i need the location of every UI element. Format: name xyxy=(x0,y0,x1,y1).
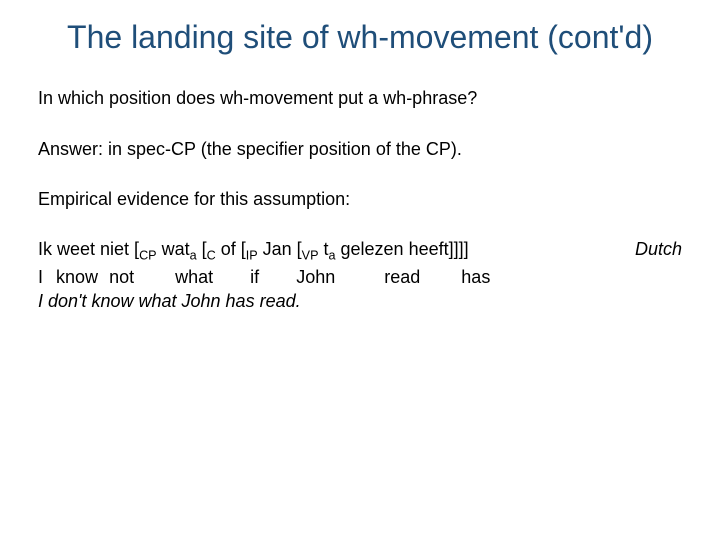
gloss-w8: has xyxy=(461,265,490,289)
gloss-w6: John xyxy=(296,265,335,289)
gloss-w5: if xyxy=(250,265,259,289)
example-lines: Ik weet niet [CP wata [C of [IP Jan [VP … xyxy=(38,237,607,313)
gloss-w7: read xyxy=(384,265,420,289)
c-subscript: C xyxy=(207,249,216,263)
src-tail: gelezen heeft]]]] xyxy=(336,239,469,259)
src-wat: wat xyxy=(157,239,190,259)
example-gloss-line: I know not what if John read has xyxy=(38,265,607,289)
src-t: t xyxy=(318,239,328,259)
src-of: of [ xyxy=(216,239,246,259)
cp-subscript: CP xyxy=(139,249,157,263)
slide-body: In which position does wh-movement put a… xyxy=(38,86,682,313)
example-source-line: Ik weet niet [CP wata [C of [IP Jan [VP … xyxy=(38,237,607,265)
gloss-w3: not xyxy=(109,265,134,289)
example-translation: I don't know what John has read. xyxy=(38,289,607,313)
language-label: Dutch xyxy=(607,237,682,261)
src-brack2: [ xyxy=(197,239,207,259)
slide-title: The landing site of wh-movement (cont'd) xyxy=(38,18,682,56)
example-block: Ik weet niet [CP wata [C of [IP Jan [VP … xyxy=(38,237,682,313)
t-subscript: a xyxy=(329,249,336,263)
question-text: In which position does wh-movement put a… xyxy=(38,86,682,110)
src-pre: Ik weet niet [ xyxy=(38,239,139,259)
src-jan: Jan [ xyxy=(258,239,302,259)
ip-subscript: IP xyxy=(246,249,258,263)
evidence-intro: Empirical evidence for this assumption: xyxy=(38,187,682,211)
slide: The landing site of wh-movement (cont'd)… xyxy=(0,0,720,540)
gloss-w1: I xyxy=(38,265,43,289)
vp-subscript: VP xyxy=(302,249,319,263)
gloss-w4: what xyxy=(175,265,213,289)
wat-subscript: a xyxy=(190,249,197,263)
answer-text: Answer: in spec-CP (the specifier positi… xyxy=(38,137,682,161)
gloss-w2: know xyxy=(56,265,98,289)
